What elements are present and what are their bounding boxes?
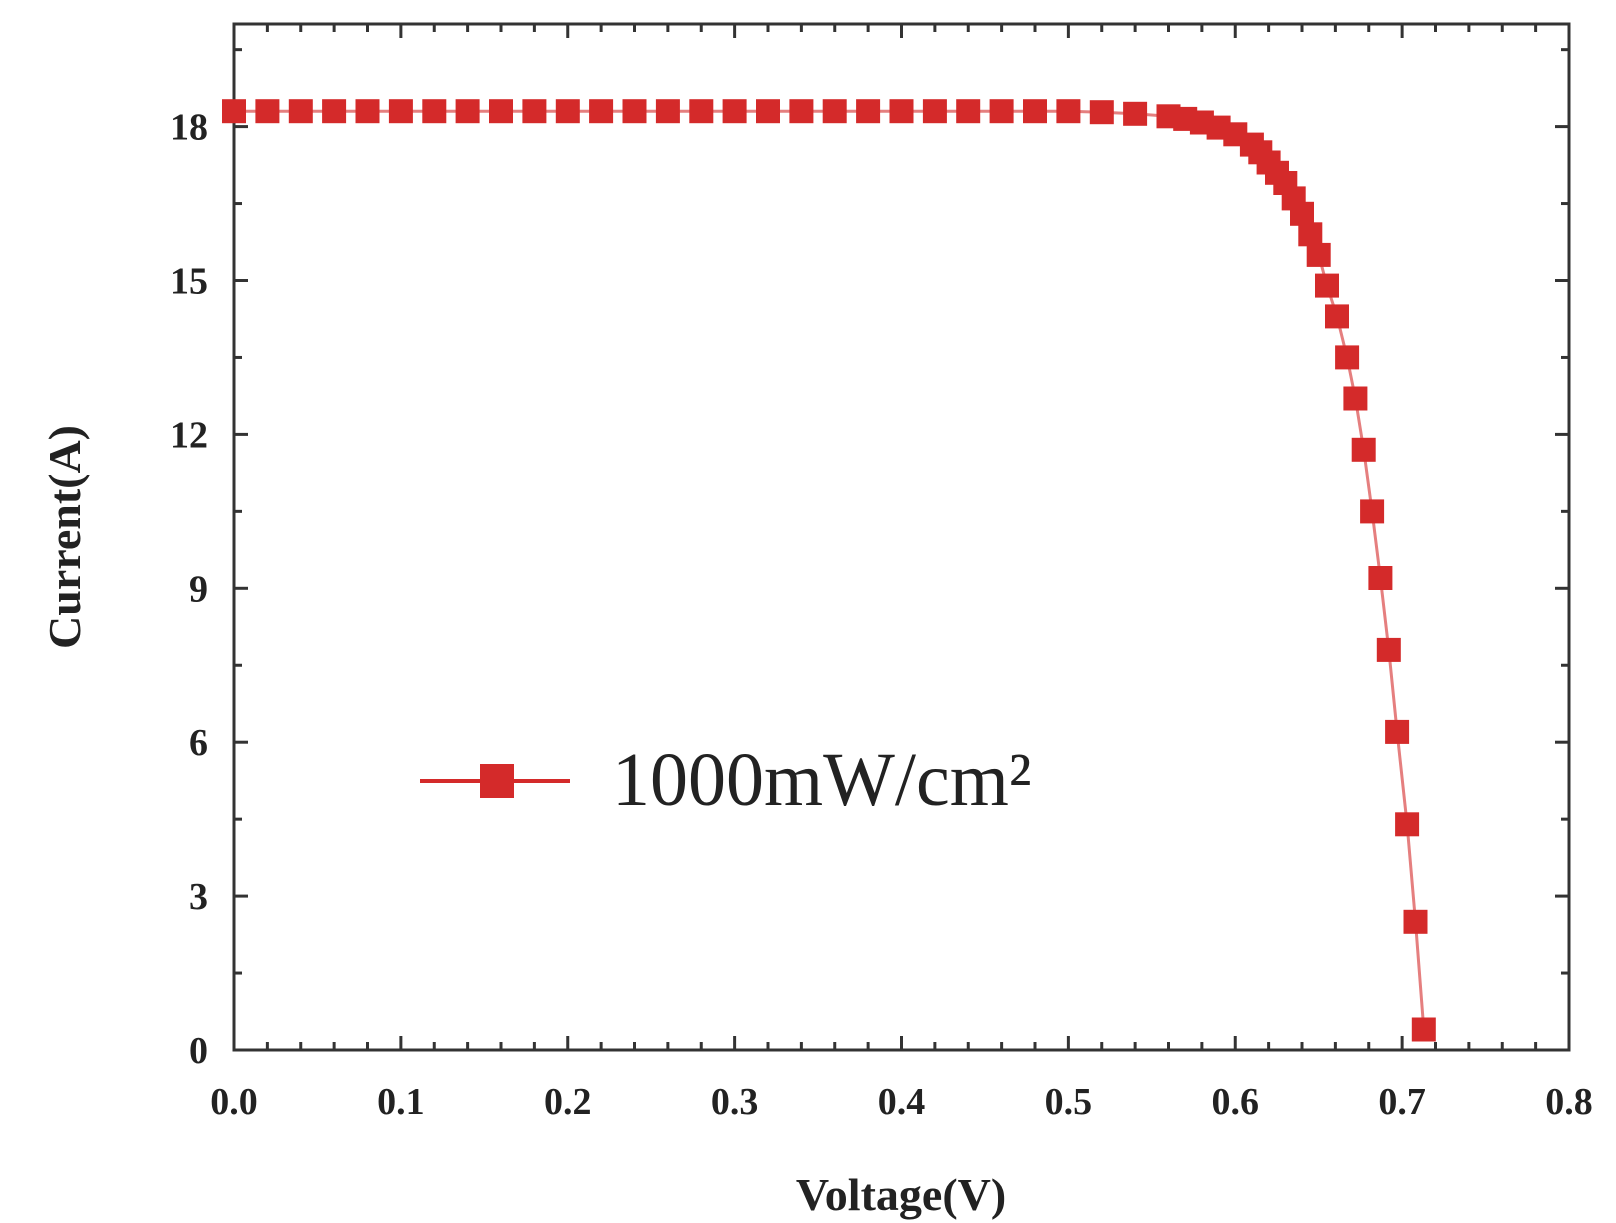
data-point [589,99,614,124]
data-point [1023,99,1047,124]
data-point [1325,304,1349,329]
data-point [522,99,547,124]
data-point [1360,499,1385,524]
data-point [1351,437,1376,462]
data-point [388,99,413,124]
data-point [956,99,981,124]
data-point [689,99,714,124]
x-tick-label: 0.5 [1045,1081,1093,1123]
data-point [889,99,914,124]
y-tick-label: 0 [189,1030,208,1072]
y-tick-label: 12 [170,414,208,456]
data-point [322,99,347,124]
data-point [856,99,881,124]
data-point [1298,222,1323,247]
data-point [1395,812,1420,837]
y-axis-title: Current(A) [39,425,90,649]
y-tick-label: 9 [189,568,208,610]
data-point [1123,101,1148,126]
data-point [622,99,647,124]
data-point [1343,386,1368,411]
x-tick-label: 0.1 [377,1081,425,1123]
data-point [822,99,847,124]
data-point [1290,201,1314,226]
data-point [455,99,480,124]
legend-marker [480,764,514,798]
x-tick-label: 0.6 [1212,1081,1260,1123]
data-point [1368,566,1393,590]
data-point [489,99,513,124]
data-point [756,99,780,124]
data-point [1056,99,1081,124]
data-point [1306,242,1331,267]
x-tick-label: 0.3 [711,1081,759,1123]
y-tick-label: 18 [170,107,208,149]
x-tick-label: 0.0 [210,1081,258,1123]
x-tick-label: 0.4 [878,1081,926,1123]
data-point [1403,909,1428,934]
data-point [655,99,680,124]
data-point [288,99,313,124]
plot-frame [232,22,1571,1052]
data-point [255,99,280,124]
x-axis-title: Voltage(V) [796,1169,1006,1220]
y-tick-label: 15 [170,261,208,303]
x-tick-label: 0.7 [1378,1081,1426,1123]
x-tick-label: 0.2 [544,1081,592,1123]
data-point [1385,719,1410,744]
data-point [1376,637,1401,662]
data-point [355,99,380,124]
data-point [555,99,580,124]
data-point [789,99,814,124]
y-tick-label: 3 [189,876,208,918]
ticks [232,24,1571,1052]
legend: 1000mW/cm² [420,738,1032,822]
data-markers [222,99,1436,1042]
x-tick-labels: 0.0 0.1 0.2 0.3 0.4 0.5 0.6 0.7 0.8 [210,1081,1593,1123]
x-tick-label: 0.8 [1545,1081,1593,1123]
data-point [1315,273,1339,298]
data-point [422,99,447,124]
data-point [989,99,1014,124]
legend-entry: 1000mW/cm² [612,738,1032,822]
data-point [222,99,246,124]
series-line [234,109,1426,1030]
data-point [1411,1017,1436,1042]
data-point [722,99,747,124]
data-point [1335,345,1360,370]
data-point [922,99,947,124]
data-point [1089,100,1114,125]
y-tick-label: 6 [189,722,208,764]
y-tick-labels: 0 3 6 9 12 15 18 [170,107,208,1072]
